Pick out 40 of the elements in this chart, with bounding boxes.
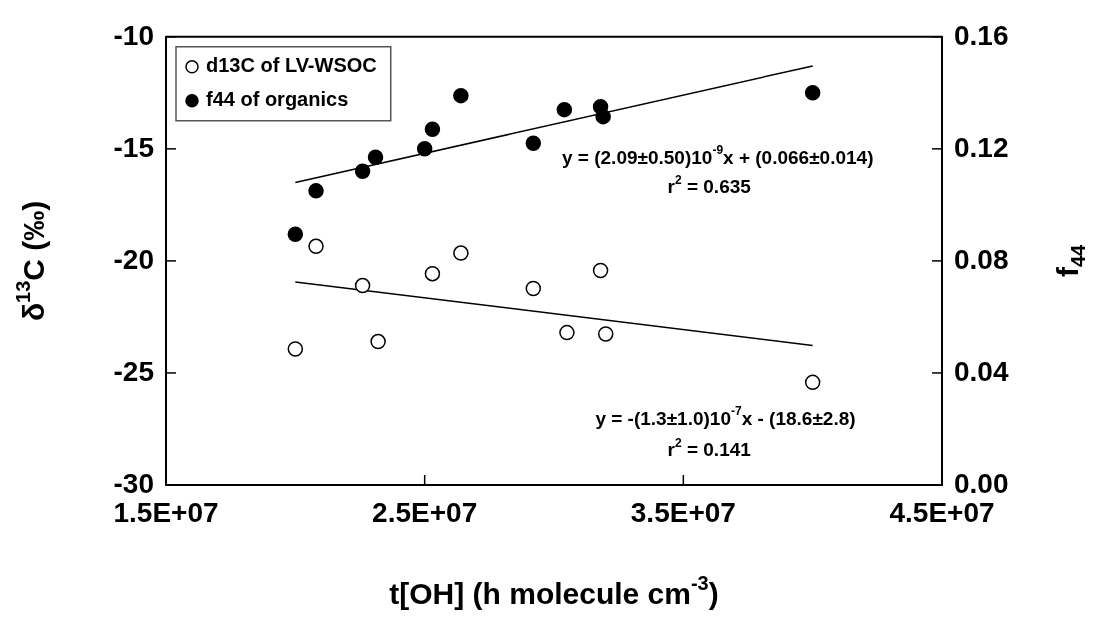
y2-tick-label: 0.08 [954,243,1009,275]
point [597,326,614,342]
y2-tick-label: 0.12 [954,131,1009,163]
point [367,149,384,165]
point [592,262,609,279]
point [525,280,542,297]
y-tick-label: -25 [113,355,154,387]
y-tick-label: -15 [113,131,154,163]
point [370,333,386,350]
y-tick-label: -30 [113,467,154,499]
y2-axis-title: f44 [1051,243,1089,278]
x-tick-label: 4.5E+07 [889,496,995,528]
legend-label: d13C of LV-WSOC [206,54,377,77]
point [424,265,441,282]
x-tick-label: 2.5E+07 [372,496,478,528]
point [308,238,324,255]
point [424,121,441,137]
point [525,135,542,151]
point [556,101,573,118]
point [595,108,611,125]
y2-tick-label: 0.04 [954,355,1009,387]
y-axis-title: δ13C (‰) [11,200,51,322]
point [354,277,371,294]
point [453,245,469,261]
y2-tick-label: 0.16 [954,19,1009,51]
x-tick-label: 3.5E+07 [630,496,736,528]
legend-label: f44 of organics [206,88,349,111]
y-tick-label: -20 [113,243,154,275]
point [559,324,575,341]
point [354,163,371,180]
point [308,183,324,199]
point [287,226,304,243]
point [804,85,821,101]
point [453,87,469,104]
x-tick-label: 1.5E+07 [113,496,219,528]
point [804,374,821,391]
point [416,141,433,157]
y-tick-label: -10 [113,19,154,51]
point [287,341,304,357]
y2-tick-label: 0.00 [954,467,1009,499]
